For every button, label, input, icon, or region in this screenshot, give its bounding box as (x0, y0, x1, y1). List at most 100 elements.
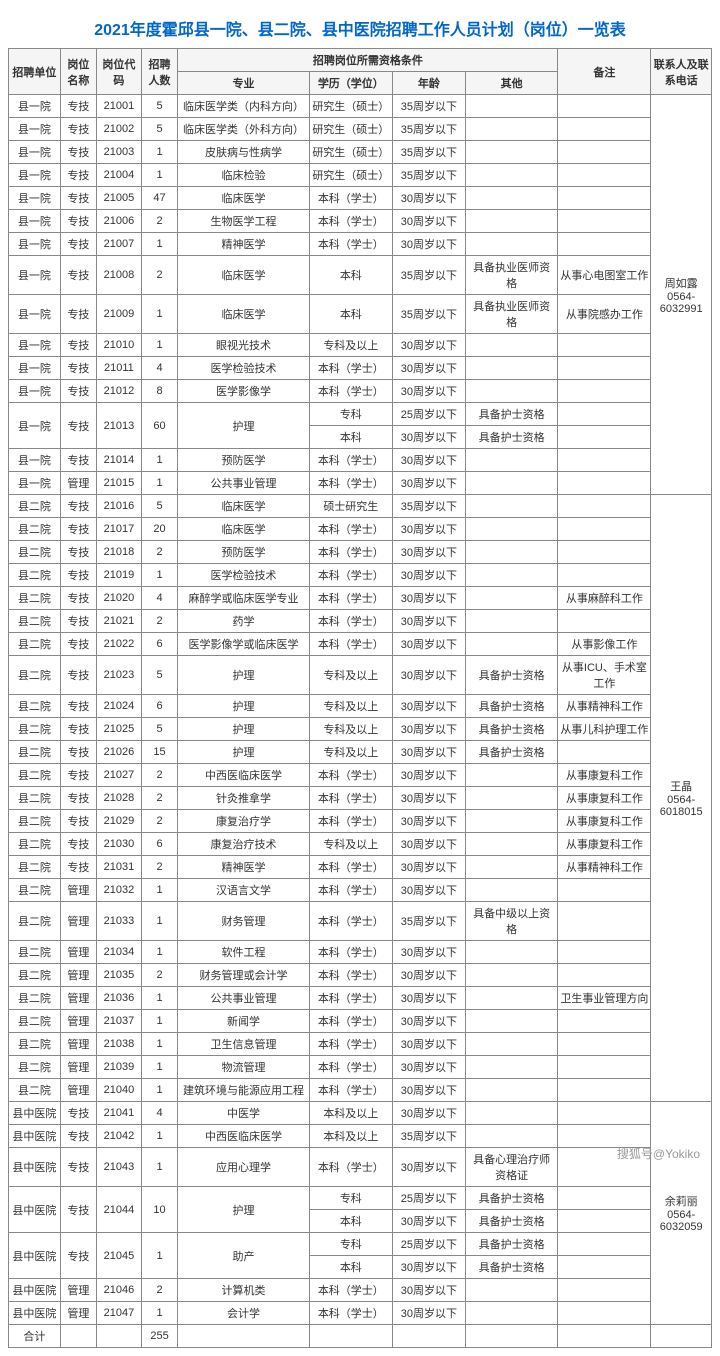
cell-other (465, 449, 557, 472)
header-count: 招聘人数 (141, 49, 178, 95)
cell-edu: 本科（学士） (309, 902, 392, 941)
cell-name: 管理 (60, 879, 96, 902)
cell-name: 专技 (60, 856, 96, 879)
cell-major: 汉语言文学 (178, 879, 309, 902)
cell-code: 21020 (97, 587, 142, 610)
cell-unit: 县二院 (9, 587, 61, 610)
cell-count: 1 (141, 1125, 178, 1148)
table-row: 县二院专技210212药学本科（学士）30周岁以下 (9, 610, 712, 633)
cell-unit: 县二院 (9, 879, 61, 902)
cell-unit: 县二院 (9, 495, 61, 518)
cell-code: 21025 (97, 718, 142, 741)
cell-count: 5 (141, 95, 178, 118)
total-count: 255 (141, 1325, 178, 1348)
cell-contact: 王晶 0564-6018015 (651, 495, 712, 1102)
cell-major: 临床医学 (178, 295, 309, 334)
table-row: 县一院专技210128医学影像学本科（学士）30周岁以下 (9, 380, 712, 403)
cell-major: 财务管理 (178, 902, 309, 941)
cell-age: 30周岁以下 (392, 587, 465, 610)
cell-major: 医学检验技术 (178, 564, 309, 587)
cell-note (558, 403, 651, 426)
cell-note (558, 95, 651, 118)
cell-code: 21015 (97, 472, 142, 495)
cell-name: 专技 (60, 787, 96, 810)
cell-edu: 本科 (309, 1210, 392, 1233)
cell-major: 麻醉学或临床医学专业 (178, 587, 309, 610)
cell-major: 临床医学 (178, 256, 309, 295)
cell-unit: 县二院 (9, 633, 61, 656)
cell-major: 康复治疗学 (178, 810, 309, 833)
table-row: 县二院专技210226医学影像学或临床医学本科（学士）30周岁以下从事影像工作 (9, 633, 712, 656)
cell-unit: 县二院 (9, 1079, 61, 1102)
table-row: 县二院专技210165临床医学硕士研究生35周岁以下王晶 0564-601801… (9, 495, 712, 518)
cell-note: 从事康复科工作 (558, 764, 651, 787)
cell-other: 具备护士资格 (465, 1187, 557, 1210)
cell-name: 管理 (60, 1056, 96, 1079)
cell-name: 管理 (60, 1033, 96, 1056)
cell-age: 30周岁以下 (392, 426, 465, 449)
table-row: 县一院专技210031皮肤病与性病学研究生（硕士）35周岁以下 (9, 141, 712, 164)
cell-count: 2 (141, 610, 178, 633)
cell-note: 从事麻醉科工作 (558, 587, 651, 610)
cell-major: 预防医学 (178, 449, 309, 472)
cell-major: 预防医学 (178, 541, 309, 564)
cell-name: 专技 (60, 495, 96, 518)
cell-age: 30周岁以下 (392, 941, 465, 964)
cell-edu: 本科 (309, 295, 392, 334)
cell-unit: 县二院 (9, 541, 61, 564)
table-row: 县中医院专技2104410护理专科25周岁以下具备护士资格 (9, 1187, 712, 1210)
cell-major: 临床医学 (178, 495, 309, 518)
cell-name: 专技 (60, 610, 96, 633)
cell-age: 30周岁以下 (392, 564, 465, 587)
cell-edu: 专科 (309, 1187, 392, 1210)
cell-unit: 县二院 (9, 964, 61, 987)
cell-note (558, 141, 651, 164)
cell-age: 30周岁以下 (392, 987, 465, 1010)
cell-count: 1 (141, 564, 178, 587)
cell-count: 20 (141, 518, 178, 541)
cell-count: 8 (141, 380, 178, 403)
cell-edu: 本科（学士） (309, 210, 392, 233)
cell-count: 6 (141, 833, 178, 856)
table-row: 县二院专技210282针灸推拿学本科（学士）30周岁以下从事康复科工作 (9, 787, 712, 810)
cell-major: 药学 (178, 610, 309, 633)
cell-note (558, 187, 651, 210)
cell-other: 具备中级以上资格 (465, 902, 557, 941)
table-row: 县二院专技210235护理专科及以上30周岁以下具备护士资格从事ICU、手术室工… (9, 656, 712, 695)
cell-unit: 县中医院 (9, 1187, 61, 1233)
cell-unit: 县二院 (9, 941, 61, 964)
cell-note (558, 210, 651, 233)
table-row: 县一院专技210041临床检验研究生（硕士）35周岁以下 (9, 164, 712, 187)
cell-name: 专技 (60, 295, 96, 334)
cell-edu: 本科（学士） (309, 879, 392, 902)
cell-other (465, 1279, 557, 1302)
cell-code: 21038 (97, 1033, 142, 1056)
cell-edu: 专科及以上 (309, 656, 392, 695)
cell-note (558, 1056, 651, 1079)
cell-major: 生物医学工程 (178, 210, 309, 233)
cell-edu: 本科（学士） (309, 1302, 392, 1325)
cell-major: 眼视光技术 (178, 334, 309, 357)
cell-name: 专技 (60, 541, 96, 564)
table-row: 县二院管理210352财务管理或会计学本科（学士）30周岁以下 (9, 964, 712, 987)
cell-other (465, 541, 557, 564)
cell-code: 21031 (97, 856, 142, 879)
cell-count: 2 (141, 764, 178, 787)
cell-edu: 研究生（硕士） (309, 141, 392, 164)
cell-count: 6 (141, 633, 178, 656)
cell-count: 5 (141, 656, 178, 695)
table-row: 县一院专技210082临床医学本科35周岁以下具备执业医师资格从事心电图室工作 (9, 256, 712, 295)
cell-unit: 县一院 (9, 187, 61, 210)
header-other: 其他 (465, 72, 557, 95)
cell-code: 21042 (97, 1125, 142, 1148)
cell-age: 35周岁以下 (392, 256, 465, 295)
table-row: 县二院专技210182预防医学本科（学士）30周岁以下 (9, 541, 712, 564)
cell-note: 从事康复科工作 (558, 833, 651, 856)
cell-count: 4 (141, 587, 178, 610)
cell-unit: 县一院 (9, 334, 61, 357)
cell-edu: 本科及以上 (309, 1125, 392, 1148)
cell-edu: 本科（学士） (309, 1010, 392, 1033)
cell-note: 从事儿科护理工作 (558, 718, 651, 741)
cell-code: 21032 (97, 879, 142, 902)
cell-edu: 研究生（硕士） (309, 95, 392, 118)
